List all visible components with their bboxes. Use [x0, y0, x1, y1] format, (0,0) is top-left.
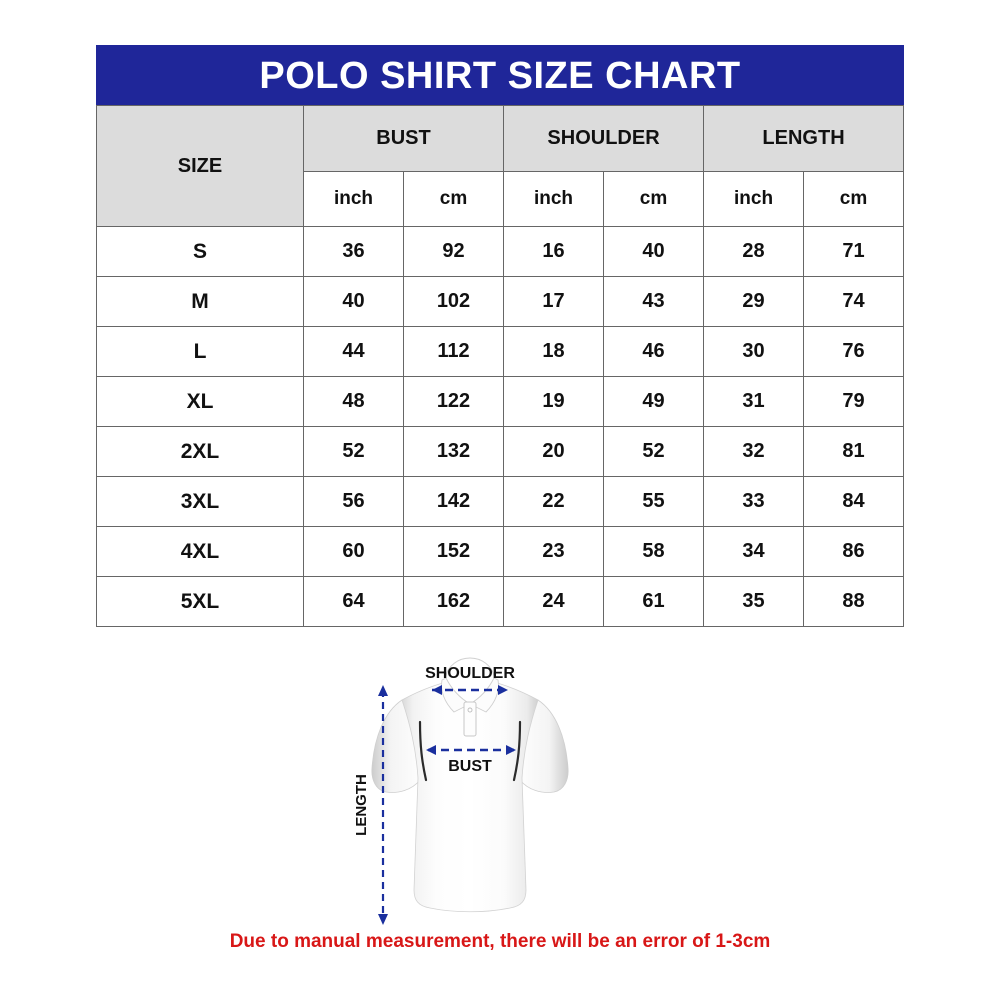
table-row: 3XL 56 142 22 55 33 84	[96, 476, 905, 527]
cell-shoulder-cm: 40	[603, 226, 705, 277]
cell-shoulder-inch: 17	[503, 276, 605, 327]
cell-shoulder-cm: 49	[603, 376, 705, 427]
armhole-seam-left	[418, 720, 428, 782]
bust-label: BUST	[448, 758, 492, 775]
cell-length-cm: 71	[803, 226, 905, 277]
button-placket	[463, 701, 477, 737]
cell-size: L	[96, 326, 304, 377]
chart-title: POLO SHIRT SIZE CHART	[96, 45, 904, 105]
cell-shoulder-inch: 19	[503, 376, 605, 427]
cell-shoulder-inch: 18	[503, 326, 605, 377]
cell-length-cm: 84	[803, 476, 905, 527]
cell-shoulder-cm: 52	[603, 426, 705, 477]
cell-length-cm: 88	[803, 576, 905, 627]
group-header-row: SIZE BUST SHOULDER LENGTH	[96, 105, 905, 227]
cell-bust-inch: 52	[303, 426, 404, 477]
table-row: 5XL 64 162 24 61 35 88	[96, 576, 905, 627]
cell-bust-inch: 60	[303, 526, 404, 577]
cell-size: 4XL	[96, 526, 304, 577]
length-arrowhead-bottom	[378, 914, 388, 925]
cell-size: S	[96, 226, 304, 277]
cell-bust-inch: 44	[303, 326, 404, 377]
cell-length-cm: 74	[803, 276, 905, 327]
shoulder-label: SHOULDER	[425, 665, 515, 682]
length-label: LENGTH	[353, 774, 370, 836]
cell-length-cm: 76	[803, 326, 905, 377]
cell-length-inch: 32	[703, 426, 805, 477]
measurement-disclaimer: Due to manual measurement, there will be…	[229, 931, 771, 952]
cell-bust-inch: 56	[303, 476, 404, 527]
column-header-shoulder: SHOULDER	[503, 105, 705, 172]
cell-length-inch: 33	[703, 476, 805, 527]
cell-shoulder-inch: 24	[503, 576, 605, 627]
cell-shoulder-cm: 61	[603, 576, 705, 627]
cell-length-inch: 31	[703, 376, 805, 427]
cell-bust-cm: 162	[402, 576, 505, 627]
unit-bust-inch: inch	[303, 171, 404, 227]
cell-shoulder-inch: 23	[503, 526, 605, 577]
cell-bust-inch: 48	[303, 376, 404, 427]
cell-shoulder-inch: 16	[503, 226, 605, 277]
table-row: S 36 92 16 40 28 71	[96, 226, 905, 277]
cell-bust-cm: 112	[402, 326, 505, 377]
cell-length-inch: 29	[703, 276, 805, 327]
cell-shoulder-cm: 43	[603, 276, 705, 327]
armhole-seam-right	[512, 720, 522, 782]
cell-size: 2XL	[96, 426, 304, 477]
cell-length-inch: 35	[703, 576, 805, 627]
polo-shirt-diagram: SHOULDER BUST LENGTH	[353, 657, 569, 925]
cell-bust-inch: 36	[303, 226, 404, 277]
unit-length-cm: cm	[803, 171, 905, 227]
shoulder-arrowhead-left	[432, 685, 442, 695]
cell-length-inch: 34	[703, 526, 805, 577]
table-row: 4XL 60 152 23 58 34 86	[96, 526, 905, 577]
placket-button	[467, 707, 473, 713]
cell-bust-cm: 122	[402, 376, 505, 427]
cell-size: XL	[96, 376, 304, 427]
cell-length-cm: 79	[803, 376, 905, 427]
cell-bust-cm: 132	[402, 426, 505, 477]
unit-shoulder-cm: cm	[603, 171, 705, 227]
table-head: SIZE BUST SHOULDER LENGTH inch cm inch c…	[96, 105, 905, 227]
cell-bust-cm: 152	[402, 526, 505, 577]
unit-length-inch: inch	[703, 171, 805, 227]
table-row: L 44 112 18 46 30 76	[96, 326, 905, 377]
cell-size: 5XL	[96, 576, 304, 627]
cell-size: M	[96, 276, 304, 327]
cell-bust-cm: 102	[402, 276, 505, 327]
table-row: M 40 102 17 43 29 74	[96, 276, 905, 327]
table-body: S 36 92 16 40 28 71 M 40 102 17 43 29 74 L 44 112 18 46 30 7…	[96, 226, 905, 627]
cell-bust-inch: 40	[303, 276, 404, 327]
unit-bust-cm: cm	[402, 171, 505, 227]
column-header-size: SIZE	[96, 105, 304, 227]
cell-bust-inch: 64	[303, 576, 404, 627]
cell-shoulder-inch: 20	[503, 426, 605, 477]
cell-shoulder-cm: 46	[603, 326, 705, 377]
unit-header-row: inch cm inch cm inch cm	[97, 171, 905, 227]
table-row: XL 48 122 19 49 31 79	[96, 376, 905, 427]
cell-bust-cm: 142	[402, 476, 505, 527]
size-chart: POLO SHIRT SIZE CHART SIZE BUST SHOULDER…	[96, 45, 905, 627]
shoulder-arrowhead-right	[498, 685, 508, 695]
cell-length-cm: 81	[803, 426, 905, 477]
cell-bust-cm: 92	[402, 226, 505, 277]
unit-shoulder-inch: inch	[503, 171, 605, 227]
column-header-length: LENGTH	[703, 105, 905, 172]
cell-length-cm: 86	[803, 526, 905, 577]
cell-length-inch: 30	[703, 326, 805, 377]
length-arrowhead-top	[378, 685, 388, 696]
cell-shoulder-inch: 22	[503, 476, 605, 527]
cell-length-inch: 28	[703, 226, 805, 277]
cell-shoulder-cm: 55	[603, 476, 705, 527]
bust-arrowhead-right	[506, 745, 516, 755]
column-header-bust: BUST	[302, 105, 505, 172]
cell-size: 3XL	[96, 476, 304, 527]
table-row: 2XL 52 132 20 52 32 81	[96, 426, 905, 477]
size-chart-table: SIZE BUST SHOULDER LENGTH inch cm inch c…	[96, 105, 905, 627]
cell-shoulder-cm: 58	[603, 526, 705, 577]
bust-arrowhead-left	[426, 745, 436, 755]
